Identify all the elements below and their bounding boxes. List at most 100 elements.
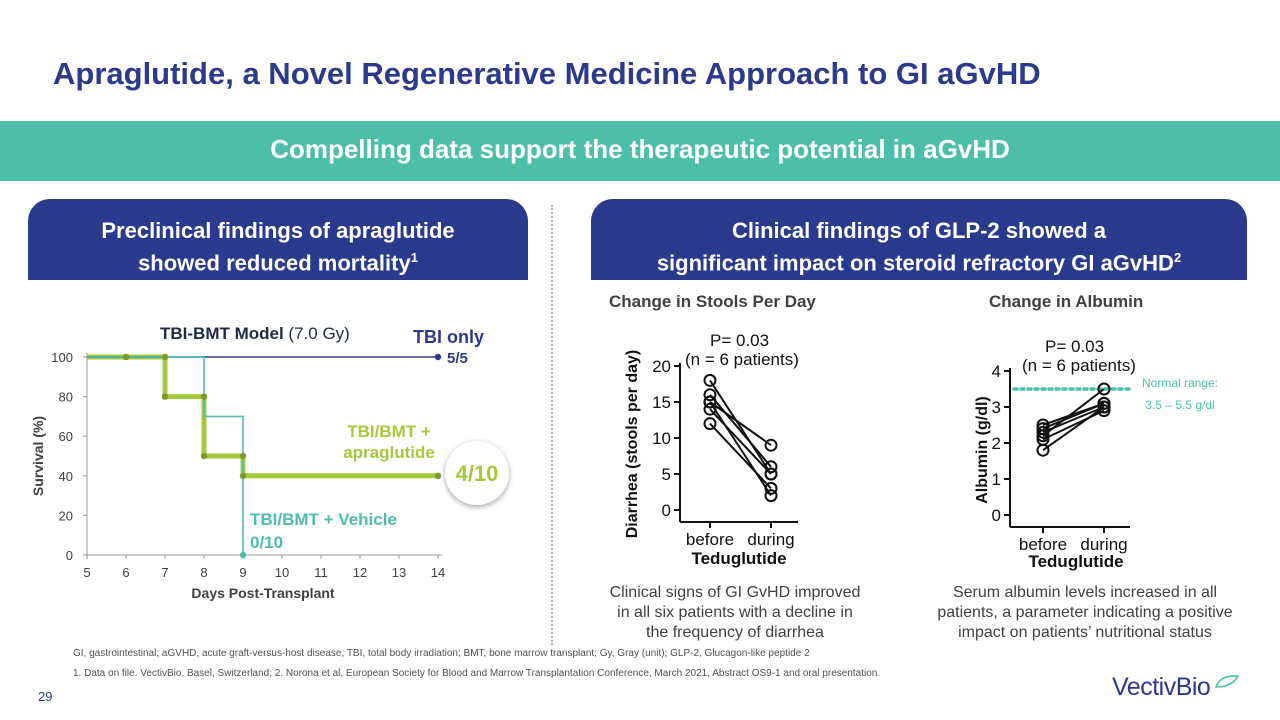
albumin-pair-line	[1042, 406, 1105, 452]
clinical-header: Clinical findings of GLP-2 showed a sign…	[591, 199, 1247, 280]
albumin-title: Change in Albumin	[989, 292, 1144, 311]
stools-pair-line	[709, 408, 772, 475]
albumin-y-tick-label: 0	[992, 506, 1001, 525]
end-label-tbi-only: 5/5	[447, 350, 468, 367]
marker-apraglutide	[239, 472, 247, 479]
stools-point-during	[764, 467, 778, 481]
marker-apraglutide	[434, 472, 442, 479]
marker-tbi-only	[434, 353, 442, 361]
albumin-y-tick-label: 2	[992, 434, 1001, 453]
stools-pair-line	[709, 422, 772, 490]
survival-x-tick-label: 13	[392, 565, 406, 580]
stools-p-value: P= 0.03	[710, 331, 769, 350]
footnote-ref-2: 2	[1173, 250, 1182, 265]
marker-apraglutide	[161, 393, 169, 400]
albumin-pair-line	[1042, 402, 1105, 430]
survival-chart: TBI-BMT Model (7.0 Gy) 0 20 40 60 80 100 5 6 7 8 9…	[30, 324, 509, 601]
survival-x-tick-label: 11	[314, 565, 328, 580]
stools-y-tick-label: 5	[662, 465, 671, 484]
preclinical-header: Preclinical findings of apraglutide show…	[28, 199, 528, 280]
stools-point-during	[764, 481, 778, 495]
stools-caption: Clinical signs of GI GvHD improved in al…	[590, 583, 880, 643]
albumin-x-tick-label: before	[1019, 535, 1067, 554]
albumin-caption: Serum albumin levels increased in all pa…	[930, 583, 1240, 643]
albumin-point-during	[1097, 404, 1111, 418]
survival-y-tick-label: 100	[51, 350, 73, 365]
albumin-caption-line2: patients, a parameter indicating a posit…	[937, 604, 1233, 621]
albumin-x-tick-label: during	[1080, 535, 1127, 554]
stools-point-before	[703, 417, 717, 431]
end-label-vehicle: 0/10	[250, 533, 283, 552]
marker-apraglutide	[122, 353, 130, 361]
normal-range-label-2: 3.5 – 5.5 g/dl	[1145, 398, 1214, 412]
stools-y-tick-label: 20	[652, 357, 671, 376]
stools-y-tick-label: 15	[652, 393, 671, 412]
preclinical-header-line1: Preclinical findings of apraglutide	[101, 218, 455, 243]
end-label-apraglutide: 4/10	[456, 461, 499, 486]
banner-text: Compelling data support the therapeutic …	[270, 134, 1010, 164]
survival-x-tick-label: 9	[239, 565, 246, 580]
stools-point-during	[764, 460, 778, 474]
albumin-point-before	[1036, 422, 1050, 436]
footnote-references: 1. Data on file. VectivBio. Basel, Switz…	[73, 668, 881, 679]
marker-apraglutide	[200, 393, 208, 400]
logo-text: VectivBio	[1112, 673, 1211, 701]
stools-chart: P= 0.03 (n = 6 patients) 0 5 10 15 20 before d…	[624, 331, 799, 568]
survival-x-tick-label: 12	[353, 565, 367, 580]
survival-x-tick-label: 8	[200, 565, 207, 580]
banner	[0, 121, 1280, 181]
albumin-caption-line3: impact on patients’ nutritional status	[958, 624, 1212, 641]
survival-y-tick-label: 40	[59, 469, 73, 484]
stools-title: Change in Stools Per Day	[609, 292, 816, 311]
albumin-point-during	[1097, 396, 1111, 410]
survival-y-tick-label: 80	[59, 390, 73, 405]
stools-point-before	[703, 395, 717, 409]
page-title: Apraglutide, a Novel Regenerative Medici…	[53, 56, 1041, 91]
albumin-point-during	[1097, 400, 1111, 414]
stools-y-tick-label: 0	[662, 501, 671, 520]
albumin-point-before	[1036, 429, 1050, 443]
marker-apraglutide	[161, 353, 169, 361]
survival-x-tick-label: 14	[431, 565, 445, 580]
survival-y-label: Survival (%)	[30, 416, 46, 496]
stools-caption-line3: the frequency of diarrhea	[646, 624, 824, 641]
survival-x-tick-label: 10	[275, 565, 289, 580]
clinical-header-line1: Clinical findings of GLP-2 showed a	[731, 218, 1107, 243]
survival-y-tick-label: 60	[59, 429, 73, 444]
legend-vehicle: TBI/BMT + Vehicle	[250, 510, 397, 529]
stools-point-during	[764, 438, 778, 452]
albumin-x-label: Teduglutide	[1028, 552, 1123, 571]
footnote-ref-1: 1	[410, 250, 418, 265]
marker-apraglutide	[200, 452, 208, 460]
stools-pair-line	[709, 379, 772, 475]
albumin-y-tick-label: 4	[992, 362, 1001, 381]
legend-tbi-only: TBI only	[413, 327, 484, 347]
albumin-y-tick-label: 1	[992, 470, 1001, 489]
vectivbio-logo: VectivBio	[1112, 673, 1240, 702]
stools-point-before	[703, 402, 717, 416]
albumin-y-tick-label: 3	[992, 398, 1001, 417]
preclinical-header-line2: showed reduced mortality	[138, 250, 411, 276]
logo-leaf-icon	[1214, 675, 1240, 688]
stools-x-label: Teduglutide	[691, 549, 786, 568]
panel-divider	[551, 205, 553, 645]
albumin-pair-line	[1042, 388, 1105, 437]
survival-x-tick-label: 5	[83, 565, 90, 580]
stools-caption-line2: in all six patients with a decline in	[617, 604, 853, 621]
stools-x-tick-label: before	[686, 530, 734, 549]
survival-x-label: Days Post-Transplant	[191, 585, 334, 601]
stools-caption-line1: Clinical signs of GI GvHD improved	[609, 584, 861, 601]
footnote-abbreviations: GI, gastrointestinal; aGVHD, acute graft…	[73, 648, 810, 659]
survival-y-tick-label: 20	[59, 508, 73, 523]
survival-y-tick-label: 0	[66, 548, 73, 563]
albumin-point-before	[1036, 443, 1050, 457]
albumin-p-value: P= 0.03	[1045, 337, 1104, 356]
stools-point-during	[764, 489, 778, 503]
stools-pair-line	[709, 401, 772, 447]
normal-range-label-1: Normal range:	[1142, 376, 1218, 390]
stools-pair-line	[709, 401, 772, 497]
page-number: 29	[38, 689, 53, 704]
marker-apraglutide	[239, 452, 247, 460]
survival-x-tick-label: 6	[122, 565, 129, 580]
marker-vehicle	[239, 551, 247, 559]
